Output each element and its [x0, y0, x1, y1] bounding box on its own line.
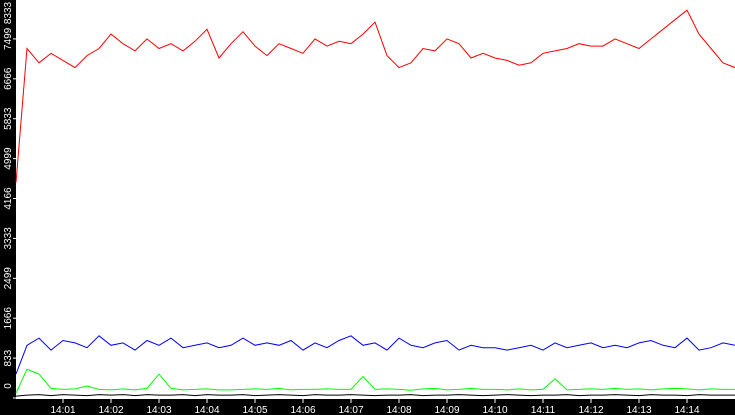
x-tick-label: 14:14	[674, 405, 699, 415]
x-tick-label: 14:02	[98, 405, 123, 415]
x-axis-strip	[0, 399, 735, 415]
x-tick-label: 14:07	[338, 405, 363, 415]
y-tick-label: 4166	[3, 187, 14, 210]
y-tick-label: 6666	[3, 67, 14, 90]
y-tick-label: 833	[3, 349, 14, 366]
x-tick-label: 14:12	[578, 405, 603, 415]
x-tick-label: 14:09	[434, 405, 459, 415]
y-tick-label: 3333	[3, 227, 14, 250]
y-tick-label: 1666	[3, 307, 14, 330]
y-tick-label: 4999	[3, 147, 14, 170]
x-tick-label: 14:10	[482, 405, 507, 415]
x-tick-label: 14:08	[386, 405, 411, 415]
y-tick-label: 8333	[3, 1, 14, 24]
x-axis: 14:01 14:02 14:03 14:04 14:05 14:06 14:07 14:08…	[50, 399, 700, 415]
x-tick-label: 14:01	[50, 405, 75, 415]
series-layer	[15, 9, 735, 397]
y-tick-label: 2499	[3, 267, 14, 290]
x-tick-label: 14:05	[242, 405, 267, 415]
x-tick-label: 14:04	[194, 405, 219, 415]
series-line-3	[15, 394, 735, 397]
y-axis-strip	[0, 0, 16, 415]
y-axis: 0 833 1666 2499 3333 4166 4999 5833 6666 7499 8333	[3, 1, 16, 399]
y-tick-label: 0	[3, 383, 14, 389]
series-line-2	[15, 368, 735, 394]
y-tick-label: 7499	[3, 27, 14, 50]
x-tick-label: 14:06	[290, 405, 315, 415]
series-line-1	[15, 335, 735, 375]
y-tick-label: 5833	[3, 107, 14, 130]
series-line-0	[15, 9, 735, 183]
x-tick-label: 14:03	[146, 405, 171, 415]
x-tick-label: 14:13	[626, 405, 651, 415]
x-tick-label: 14:11	[531, 405, 556, 415]
